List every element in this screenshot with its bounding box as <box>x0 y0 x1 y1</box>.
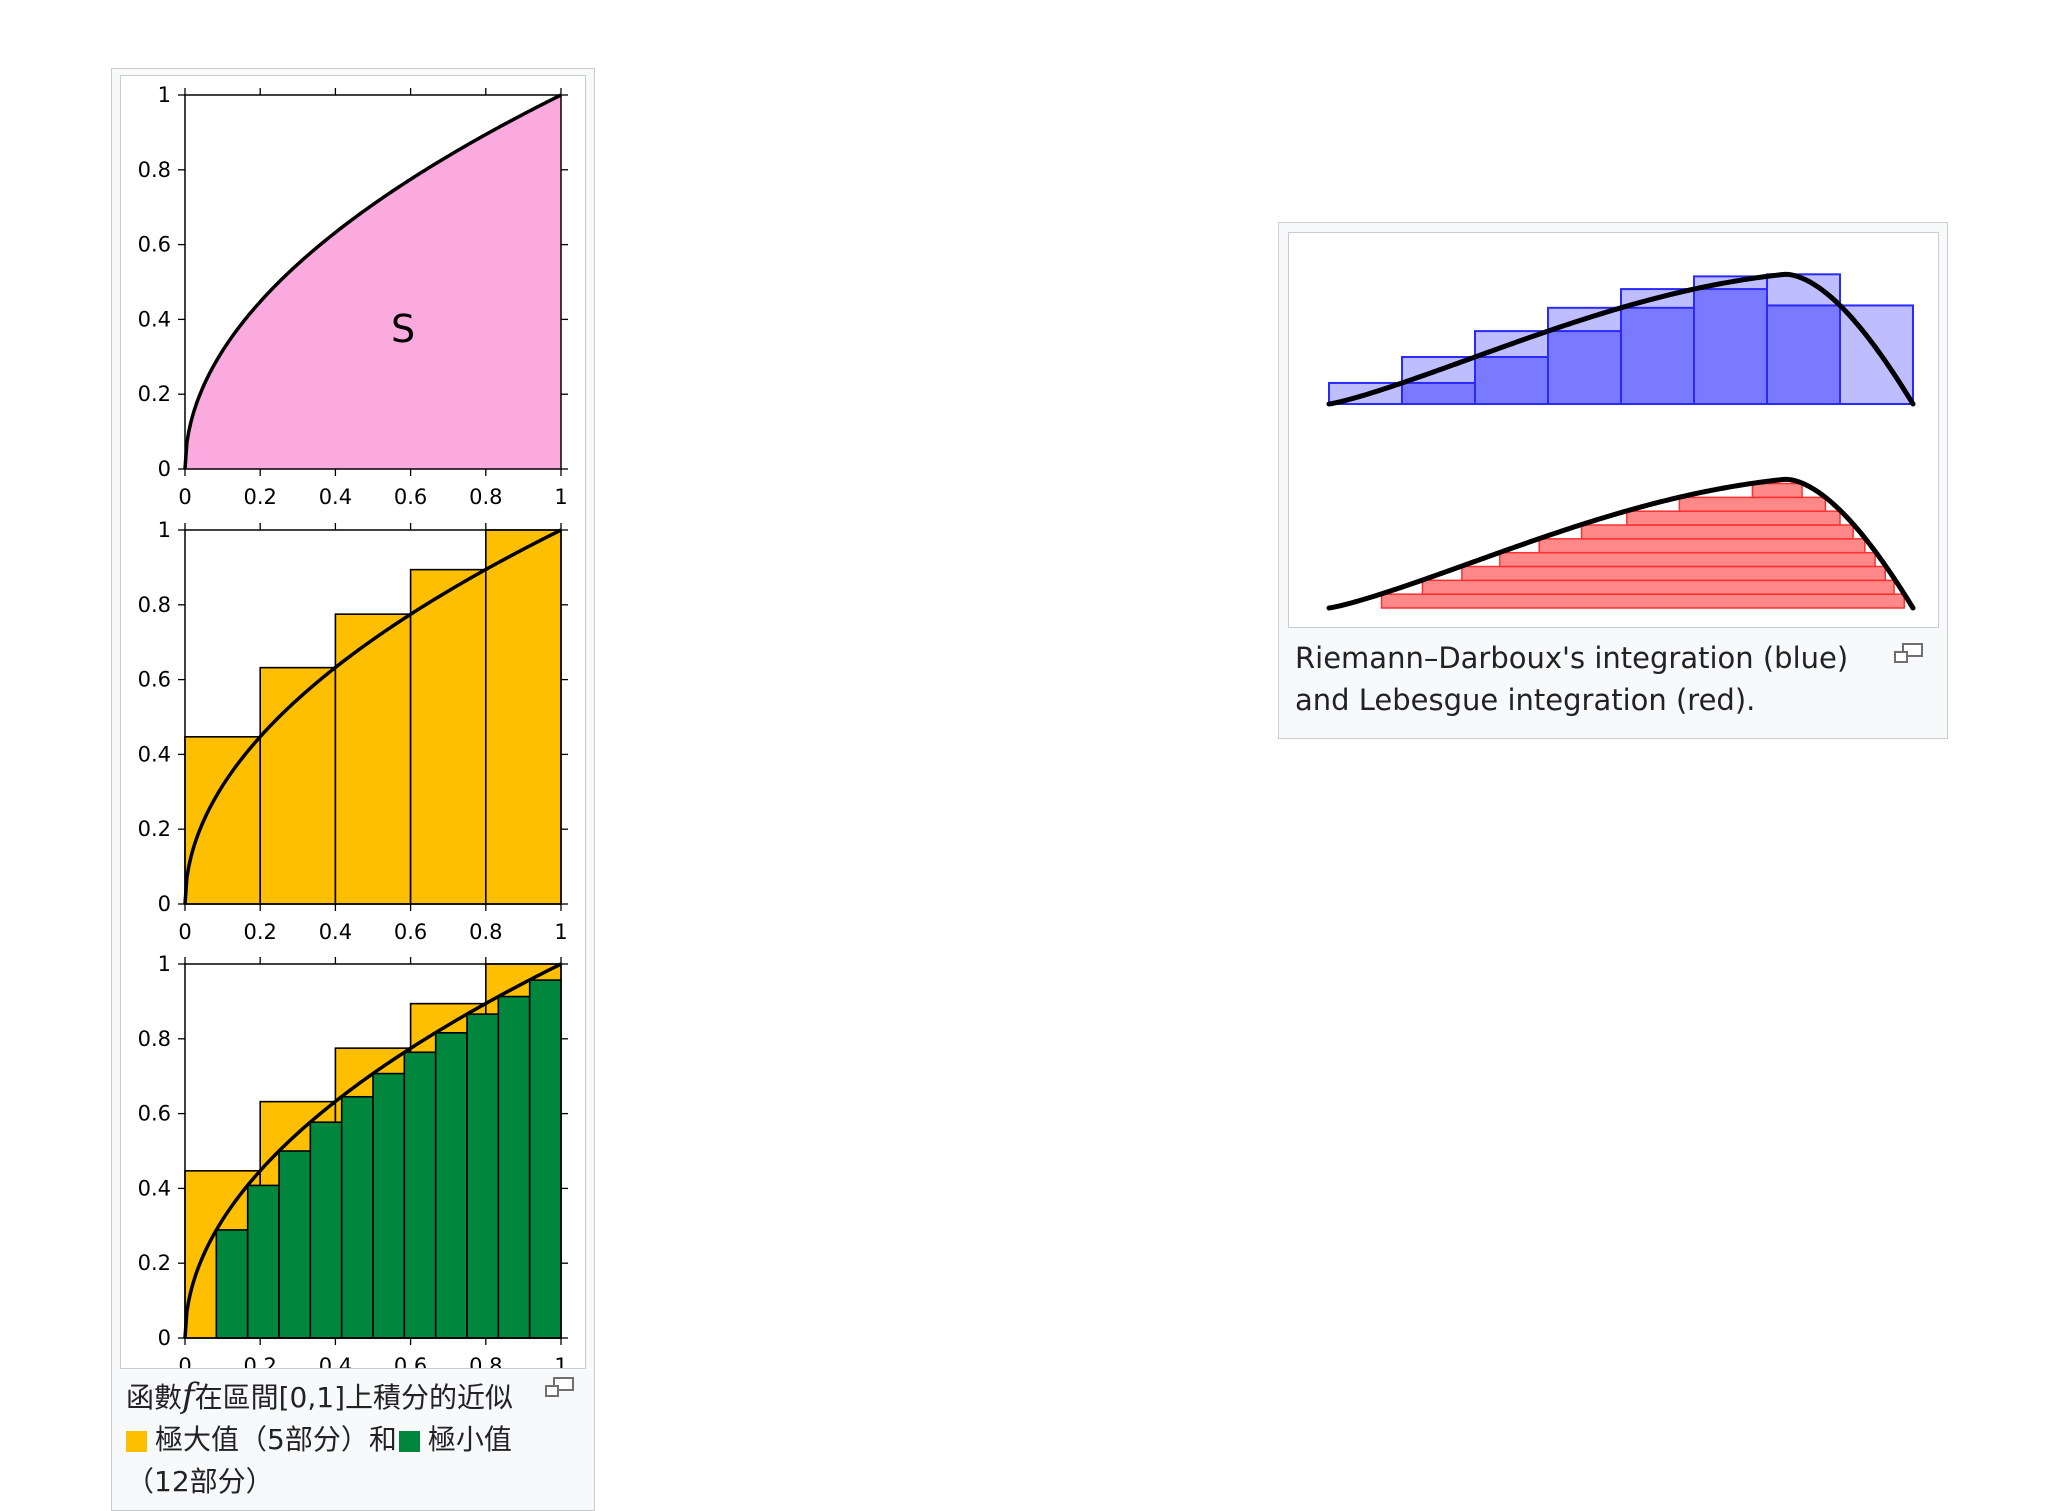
area-fill <box>185 95 561 469</box>
upper-sum-bar <box>259 666 337 905</box>
x-tick-label: 0.2 <box>243 1354 276 1368</box>
lower-sum-bar <box>278 1150 312 1339</box>
riemann-vs-lebesgue-diagram <box>1326 271 1916 611</box>
lower-sum-bar <box>309 1121 343 1339</box>
lebesgue-bar <box>1538 538 1866 554</box>
left-figure-image[interactable]: S 0 0.2 0.4 0.6 0.8 1 0 0.2 0.4 0.6 0.8 1 0 0.2 0.4 0.6… <box>120 75 586 1378</box>
y-tick-label: 0.6 <box>138 1102 171 1126</box>
right-figure-frame: Riemann–Darboux's integration (blue) and… <box>1278 222 1948 739</box>
x-tick-label: 0.4 <box>319 920 352 944</box>
lebesgue-bar <box>1461 565 1887 582</box>
area-under-sqrt-chart: S 0 0.2 0.4 0.6 0.8 1 0 0.2 0.4 0.6 0.8 1 <box>138 83 568 509</box>
x-tick-label: 0.8 <box>469 485 502 509</box>
y-tick-label: 0.2 <box>138 382 171 406</box>
y-tick-label: 0.6 <box>138 233 171 257</box>
y-tick-label: 0 <box>158 892 171 916</box>
y-tick-label: 0.6 <box>138 668 171 692</box>
lebesgue-bar <box>1421 579 1895 595</box>
lebesgue-bar <box>1580 524 1854 540</box>
lower-sum-swatch <box>398 1431 420 1452</box>
y-tick-label: 0.2 <box>138 817 171 841</box>
y-tick-label: 1 <box>158 83 171 107</box>
x-tick-label: 0.8 <box>469 920 502 944</box>
y-tick-label: 0.4 <box>138 307 171 331</box>
lower-sum-bar <box>340 1095 374 1339</box>
x-tick-label: 0.6 <box>394 920 427 944</box>
plot-frame <box>184 529 562 905</box>
lebesgue-bar <box>1380 593 1905 609</box>
riemann-lower-bar <box>1766 304 1841 405</box>
function-curve-top <box>1326 271 1916 407</box>
y-tick-label: 0.8 <box>138 593 171 617</box>
x-tick-label: 0.4 <box>319 485 352 509</box>
lebesgue-bar <box>1626 510 1841 526</box>
caption-suffix: 在區間[0,1]上積分的近似 <box>194 1381 513 1414</box>
lower-sum-bar <box>434 1032 468 1339</box>
y-tick-label: 0.4 <box>138 1176 171 1200</box>
right-figure-caption: Riemann–Darboux's integration (blue) and… <box>1295 641 1849 717</box>
x-tick-label: 0 <box>178 920 191 944</box>
lebesgue-bar <box>1751 482 1803 499</box>
lower-sum-bar <box>497 995 531 1339</box>
left-figure-frame: S 0 0.2 0.4 0.6 0.8 1 0 0.2 0.4 0.6 0.8 1 0 0.2 0.4 0.6… <box>111 68 595 1511</box>
x-tick-label: 0.2 <box>243 485 276 509</box>
lebesgue-bar <box>1678 496 1827 512</box>
legend-min-label: 極小值 <box>427 1423 512 1456</box>
sqrt-curve <box>183 962 562 1339</box>
lower-sum-bar <box>246 1184 280 1339</box>
upper-sum-chart: 0 0.2 0.4 0.6 0.8 1 0 0.2 0.4 0.6 0.8 1 <box>138 518 568 944</box>
upper-sum-swatch <box>126 1431 147 1452</box>
riemann-lower-bar <box>1620 306 1695 405</box>
x-tick-label: 1 <box>554 485 567 509</box>
x-tick-label: 1 <box>554 920 567 944</box>
area-label-S: S <box>391 307 415 351</box>
lebesgue-bars <box>1380 482 1905 609</box>
riemann-lower-bar <box>1474 355 1549 405</box>
lower-sum-bar <box>372 1072 406 1339</box>
lebesgue-bar <box>1499 551 1876 568</box>
function-curve-bottom <box>1326 476 1916 611</box>
lower-sum-bar <box>466 1013 500 1339</box>
function-symbol: f <box>182 1376 195 1416</box>
x-tick-label: 0.6 <box>394 485 427 509</box>
y-tick-label: 0.8 <box>138 158 171 182</box>
plot-frame <box>184 963 562 1339</box>
riemann-lower-bar <box>1547 330 1622 405</box>
upper-sum-bar <box>484 529 562 905</box>
lower-sum-bar <box>403 1051 437 1339</box>
x-tick-label: 0.4 <box>319 1354 352 1368</box>
y-tick-label: 0.2 <box>138 1251 171 1275</box>
sqrt-curve <box>183 528 562 905</box>
y-tick-label: 0 <box>158 457 171 481</box>
upper-sum-bar <box>409 568 487 905</box>
riemann-lower-bar <box>1693 288 1768 405</box>
y-tick-label: 0.4 <box>138 742 171 766</box>
sqrt-curve <box>183 93 562 470</box>
lower-sum-bar <box>215 1229 249 1339</box>
caption-prefix: 函數 <box>126 1381 183 1414</box>
plot-frame <box>184 94 562 470</box>
left-figure-caption: 函數f在區間[0,1]上積分的近似 極大值（5部分）和 極小值 （12部分） <box>126 1375 546 1503</box>
magnify-clip-icon[interactable] <box>545 1377 575 1399</box>
riemann-sum-charts: S0 0.2 0.4 0.6 0.8 100.20.40.60.81 0 0.2 0.4 0.6… <box>138 83 568 1378</box>
x-tick-label: 0 <box>178 485 191 509</box>
riemann-lower-bar <box>1401 381 1476 406</box>
magnify-clip-icon[interactable] <box>1894 643 1924 665</box>
upper-lower-sum-chart: 0 0.2 0.4 0.6 0.8 1 0 0.2 0.4 0.6 0.8 1 <box>138 952 568 1378</box>
x-tick-label: 0.8 <box>469 1354 502 1368</box>
x-tick-label: 0.6 <box>394 1354 427 1368</box>
lower-sum-bar <box>528 979 562 1339</box>
x-tick-label: 0.2 <box>243 920 276 944</box>
y-tick-label: 1 <box>158 952 171 976</box>
right-figure-image[interactable] <box>1288 232 1939 628</box>
y-tick-label: 0 <box>158 1326 171 1350</box>
legend-max-label: 極大值（5部分）和 <box>155 1423 397 1456</box>
caption-line3: （12部分） <box>126 1465 274 1498</box>
y-tick-label: 0.8 <box>138 1027 171 1051</box>
y-tick-label: 1 <box>158 518 171 542</box>
x-tick-label: 1 <box>554 1354 567 1368</box>
upper-sum-bar <box>184 736 261 905</box>
x-tick-label: 0 <box>178 1354 191 1368</box>
